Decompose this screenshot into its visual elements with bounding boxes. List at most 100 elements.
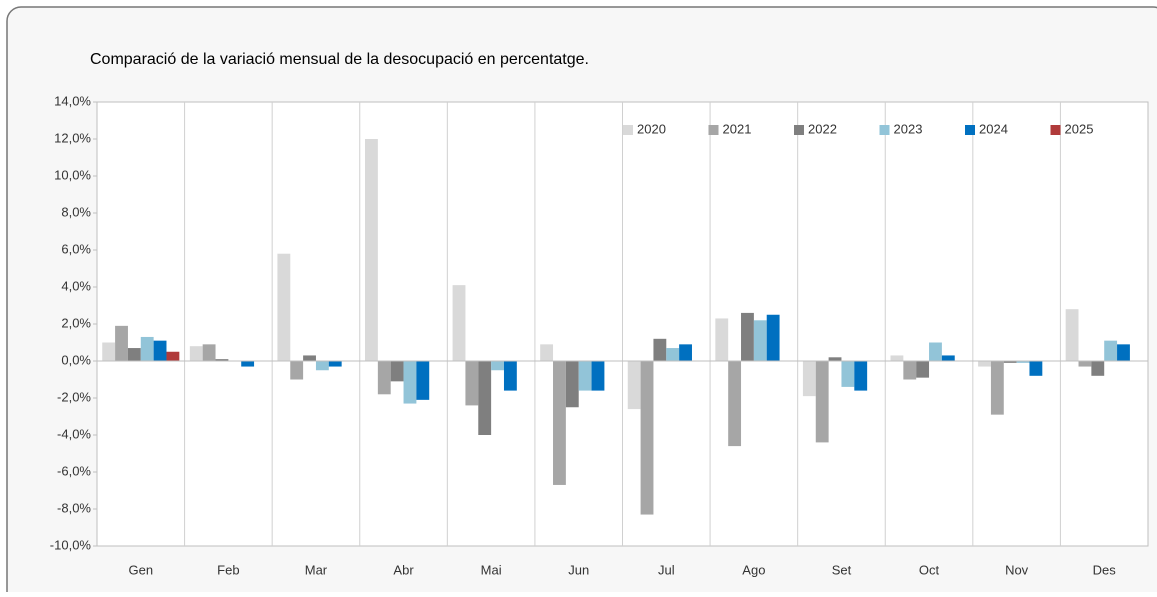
bar <box>828 357 842 361</box>
legend-swatch <box>1050 125 1061 135</box>
bar <box>189 346 203 361</box>
bar <box>941 355 955 361</box>
bar <box>929 342 942 361</box>
bar <box>903 361 917 380</box>
x-tick-label: Jul <box>658 562 675 577</box>
x-tick-label: Mai <box>481 562 502 577</box>
x-tick-label: Nov <box>1005 562 1029 577</box>
bar <box>377 361 391 395</box>
y-tick-label: 4,0% <box>61 278 91 293</box>
legend-label: 2023 <box>894 121 923 136</box>
bar <box>802 361 816 397</box>
x-tick-label: Gen <box>129 562 154 577</box>
bar <box>153 340 167 361</box>
legend-swatch <box>708 125 719 135</box>
bar <box>854 361 868 391</box>
bar <box>766 314 780 361</box>
bar <box>1104 340 1118 361</box>
bar <box>1117 344 1130 361</box>
bar <box>365 139 378 361</box>
y-tick-label: -8,0% <box>57 500 91 515</box>
bar <box>753 320 767 361</box>
bar <box>916 361 930 378</box>
bar <box>127 348 141 361</box>
x-tick-label: Jun <box>568 562 589 577</box>
legend-label: 2020 <box>637 121 666 136</box>
bar <box>416 361 430 400</box>
legend-swatch <box>879 125 890 135</box>
bar <box>503 361 517 391</box>
bar <box>728 361 742 447</box>
chart-title: Comparació de la variació mensual de la … <box>90 51 589 68</box>
bar <box>990 361 1004 415</box>
x-tick-label: Mar <box>305 562 328 577</box>
bar <box>115 325 128 361</box>
x-tick-label: Set <box>832 562 852 577</box>
bar <box>978 361 991 367</box>
bar <box>1003 361 1017 363</box>
y-tick-label: -2,0% <box>57 389 91 404</box>
bar <box>140 336 154 361</box>
legend-swatch <box>965 125 975 135</box>
bar <box>715 318 729 361</box>
bar <box>890 355 904 361</box>
y-tick-label: -10,0% <box>50 537 92 552</box>
x-tick-label: Ago <box>742 562 765 577</box>
bar <box>390 361 404 382</box>
bar <box>640 361 654 515</box>
y-tick-label: 14,0% <box>54 93 91 108</box>
bar <box>403 361 417 404</box>
bar <box>841 361 855 387</box>
x-tick-label: Abr <box>393 562 414 577</box>
legend-swatch <box>794 125 804 135</box>
bar <box>1065 309 1079 361</box>
x-tick-label: Des <box>1093 562 1117 577</box>
bar <box>553 361 566 485</box>
bar <box>315 361 329 371</box>
bar <box>1091 361 1105 376</box>
bar <box>815 361 829 443</box>
bar <box>540 344 554 361</box>
bar <box>1016 361 1030 363</box>
bar <box>328 361 342 367</box>
bar <box>666 348 680 361</box>
bar <box>1029 361 1043 376</box>
legend-label: 2022 <box>808 121 837 136</box>
bar <box>578 361 592 391</box>
y-tick-label: 6,0% <box>61 241 91 256</box>
bar <box>1078 361 1092 367</box>
y-tick-label: -4,0% <box>57 426 91 441</box>
x-tick-label: Oct <box>919 562 940 577</box>
legend-swatch <box>623 125 633 135</box>
legend-label: 2024 <box>979 121 1008 136</box>
bar <box>277 253 291 361</box>
bar <box>679 344 692 361</box>
bar <box>627 361 641 410</box>
y-tick-label: 10,0% <box>54 167 91 182</box>
y-tick-label: 2,0% <box>61 315 91 330</box>
y-tick-label: -6,0% <box>57 463 91 478</box>
y-tick-label: 12,0% <box>54 130 91 145</box>
bar <box>290 361 304 380</box>
bar <box>166 351 180 361</box>
y-tick-label: 0,0% <box>61 352 91 367</box>
x-tick-label: Feb <box>217 562 239 577</box>
bar <box>241 361 255 367</box>
bar <box>741 312 754 361</box>
legend-label: 2021 <box>723 121 752 136</box>
y-tick-label: 8,0% <box>61 204 91 219</box>
bar <box>102 342 116 361</box>
bar <box>565 361 579 408</box>
bar <box>202 344 216 361</box>
bar <box>303 355 316 361</box>
bar <box>491 361 504 371</box>
bar <box>478 361 492 435</box>
bar <box>215 359 229 361</box>
bar <box>653 338 667 361</box>
bar <box>591 361 605 391</box>
bar <box>465 361 479 406</box>
legend-label: 2025 <box>1065 121 1094 136</box>
bar <box>452 285 466 361</box>
